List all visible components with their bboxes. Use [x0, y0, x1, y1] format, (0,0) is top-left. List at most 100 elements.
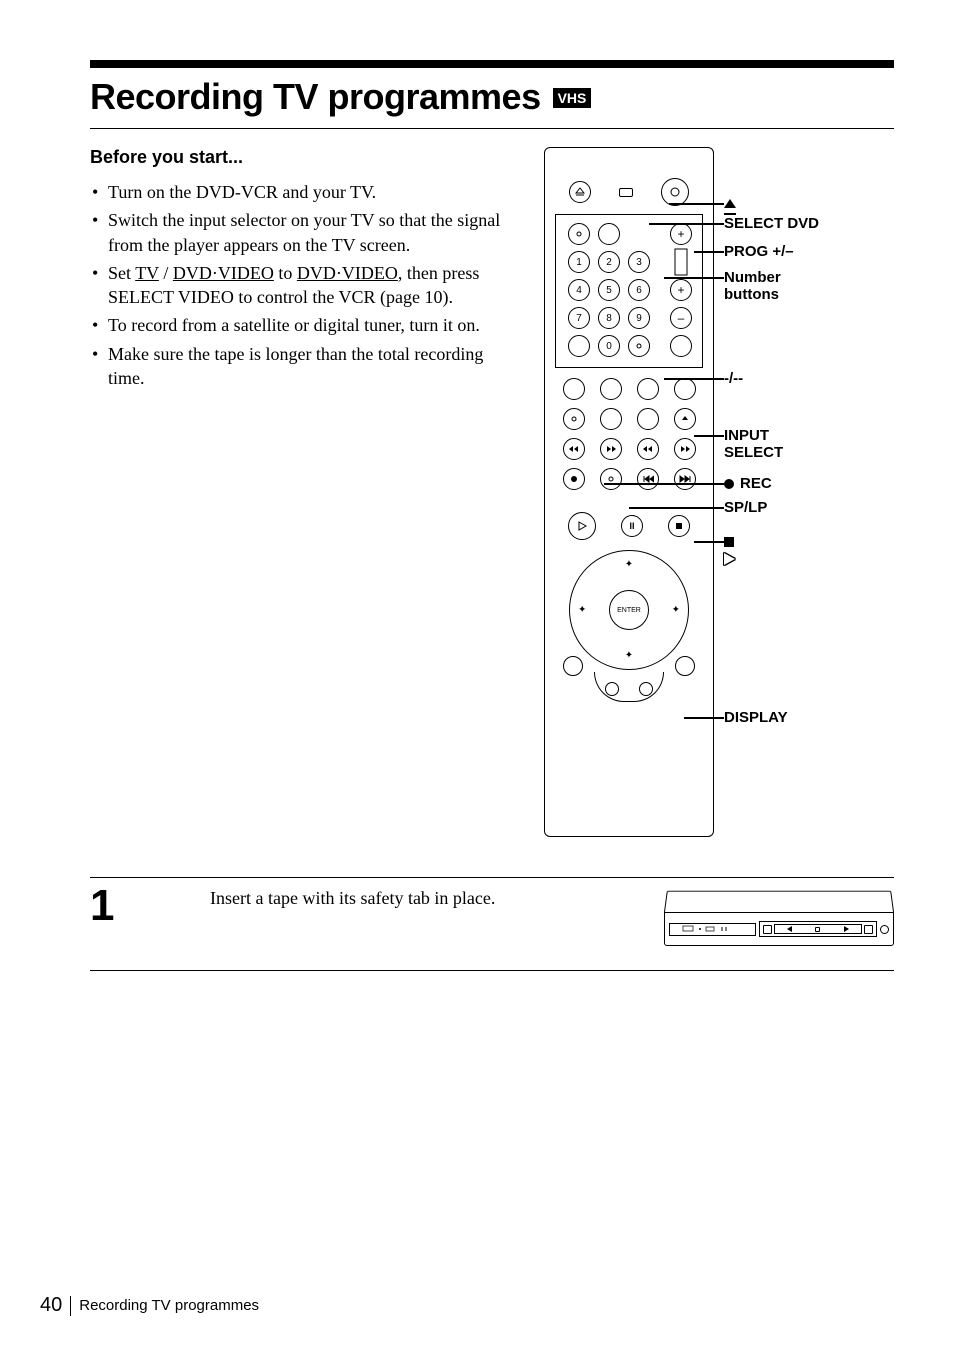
- before-you-start-heading: Before you start...: [90, 147, 504, 168]
- footer-title: Recording TV programmes: [79, 1297, 259, 1314]
- header-rule: [90, 60, 894, 68]
- vcr-controls: [774, 924, 862, 934]
- prog-plus-button-icon: +: [670, 223, 692, 245]
- callout-label: buttons: [724, 286, 779, 303]
- button-icon: [568, 335, 590, 357]
- stop-icon: [724, 533, 736, 550]
- step-number: 1: [90, 884, 150, 928]
- tv-underline: TV: [135, 263, 159, 283]
- select-dvd-button-icon: [598, 223, 620, 245]
- bullet-item: Set TV / DVD·VIDEO to DVD·VIDEO, then pr…: [90, 261, 504, 310]
- bullet-item: To record from a satellite or digital tu…: [90, 313, 504, 337]
- dashes-button-icon: [628, 335, 650, 357]
- remote-row: [555, 408, 703, 430]
- button-icon: [674, 378, 696, 400]
- input-select-callout: INPUT SELECT: [724, 427, 783, 461]
- remote-row-top: [555, 178, 703, 206]
- remote-number-block: + 1 2 3 4 5 6 +: [555, 214, 703, 368]
- bullet-text: Make sure the tape is longer than the to…: [108, 344, 483, 388]
- button-icon: [563, 378, 585, 400]
- prog-minus-button-icon: –: [670, 307, 692, 329]
- splp-button-icon: [600, 468, 622, 490]
- bullet-text: Set: [108, 263, 135, 283]
- rewind-icon: [563, 438, 585, 460]
- dvdvideo-underline: DVD·VIDEO: [173, 263, 274, 283]
- power-button-icon: [661, 178, 689, 206]
- vcr-tape-slot: [759, 921, 877, 937]
- callout-label: PROG +/–: [724, 243, 794, 260]
- callout-label: SELECT: [724, 444, 783, 461]
- left-icon: ✦: [578, 605, 586, 616]
- num-button-icon: 8: [598, 307, 620, 329]
- play-button-icon: [568, 512, 596, 540]
- forward-icon: [600, 438, 622, 460]
- remote-row-playback: II: [555, 512, 703, 540]
- callout-label: Number: [724, 269, 781, 286]
- page-title: Recording TV programmes: [90, 76, 541, 118]
- num-button-icon: 2: [598, 251, 620, 273]
- callout-label: SELECT DVD: [724, 215, 819, 232]
- num-button-icon: 5: [598, 279, 620, 301]
- remote-column: + 1 2 3 4 5 6 +: [524, 147, 894, 837]
- dpad: ENTER ✦ ✦ ✦ ✦: [569, 550, 689, 670]
- step-text: Insert a tape with its safety tab in pla…: [210, 884, 604, 909]
- up-icon: ✦: [625, 559, 633, 570]
- page-number: 40: [40, 1294, 62, 1317]
- button-icon: [637, 408, 659, 430]
- corner-button-icon: [563, 656, 583, 676]
- remote-row: +: [562, 223, 696, 245]
- vcr-device-diagram: [664, 888, 894, 946]
- stop-button-icon: [668, 515, 690, 537]
- stop-icon: [815, 927, 820, 932]
- pause-button-icon: II: [621, 515, 643, 537]
- rewind-icon: [787, 926, 792, 932]
- vcr-display-slot: [669, 923, 756, 936]
- eject-icon: [724, 195, 738, 215]
- num-button-icon: 1: [568, 251, 590, 273]
- vcr-small-button-icon: [864, 925, 873, 934]
- tv-icon: [619, 188, 633, 197]
- callout-label: DISPLAY: [724, 709, 788, 726]
- dvdvideo-underline: DVD·VIDEO: [297, 263, 398, 283]
- mini-button-icon: [605, 682, 619, 696]
- button-icon: [600, 378, 622, 400]
- select-dvd-callout: SELECT DVD: [724, 215, 819, 232]
- bullet-text: Turn on the DVD-VCR and your TV.: [108, 182, 376, 202]
- callout-label: -/--: [724, 370, 743, 387]
- skip-fwd-icon: [674, 468, 696, 490]
- step-row: 1 Insert a tape with its safety tab in p…: [90, 878, 894, 971]
- button-icon: [600, 408, 622, 430]
- callout-label: SP/LP: [724, 499, 767, 516]
- button-icon: [670, 335, 692, 357]
- stop-play-callout: [724, 533, 736, 567]
- content-row: Before you start... Turn on the DVD-VCR …: [90, 147, 894, 837]
- num-button-icon: 0: [598, 335, 620, 357]
- vcr-face: [664, 912, 894, 946]
- play-icon: [724, 550, 735, 567]
- rewind-icon: [637, 438, 659, 460]
- instructions-column: Before you start... Turn on the DVD-VCR …: [90, 147, 504, 837]
- remote-row: [555, 468, 703, 490]
- remote-control-diagram: + 1 2 3 4 5 6 +: [544, 147, 714, 837]
- dashes-callout: -/--: [724, 370, 743, 387]
- title-row: Recording TV programmes VHS: [90, 76, 894, 129]
- prog-plus-button-icon: +: [670, 279, 692, 301]
- bullet-text: To record from a satellite or digital tu…: [108, 315, 480, 335]
- num-button-icon: 9: [628, 307, 650, 329]
- remote-row: 4 5 6 +: [562, 279, 696, 301]
- button-icon: [563, 408, 585, 430]
- remote-row: 1 2 3: [562, 251, 696, 273]
- remote-row: 0: [562, 335, 696, 357]
- bullet-text: Switch the input selector on your TV so …: [108, 210, 500, 254]
- bullet-text: /: [159, 263, 173, 283]
- rec-button-icon: [563, 468, 585, 490]
- mini-button-icon: [639, 682, 653, 696]
- vcr-top: [664, 891, 894, 912]
- prog-callout: PROG +/–: [724, 243, 794, 260]
- splp-callout: SP/LP: [724, 499, 767, 516]
- bullet-list: Turn on the DVD-VCR and your TV. Switch …: [90, 180, 504, 390]
- spacer: [555, 498, 703, 512]
- footer-separator: [70, 1296, 71, 1316]
- remote-row: [555, 378, 703, 400]
- button-icon: [637, 378, 659, 400]
